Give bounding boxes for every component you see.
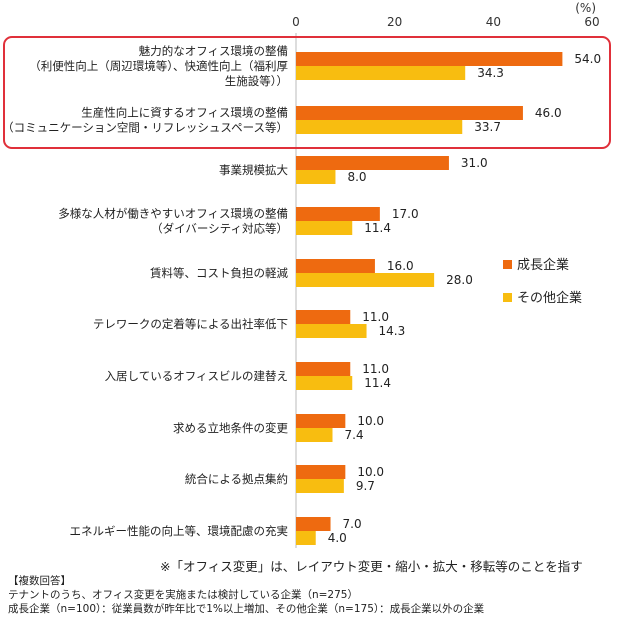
x-tick-label: 60 bbox=[584, 15, 599, 29]
bars: 54.0 46.0 31.0 17.0 16.0 11.0 11.0 10.0 10.0 7.0 3… bbox=[296, 52, 601, 545]
data-label: 33.7 bbox=[474, 120, 501, 134]
category-labels: 魅力的なオフィス環境の整備（利便性向上（周辺環境等）、快適性向上（福利厚生施設等… bbox=[2, 44, 288, 538]
bar-other bbox=[296, 324, 367, 338]
category-label: 事業規模拡大 bbox=[219, 163, 288, 177]
data-label: 46.0 bbox=[535, 106, 562, 120]
data-label: 17.0 bbox=[392, 207, 419, 221]
bar-growth bbox=[296, 310, 351, 324]
bar-growth bbox=[296, 207, 380, 221]
footer-line-2: テナントのうち、オフィス変更を実施または検討している企業（n=275） bbox=[8, 589, 358, 601]
data-label: 28.0 bbox=[446, 273, 473, 287]
data-label: 10.0 bbox=[357, 414, 384, 428]
chart-note: ※「オフィス変更」は、レイアウト変更・縮小・拡大・移転等のことを指す bbox=[160, 559, 583, 574]
category-label: （ダイバーシティ対応等） bbox=[151, 222, 288, 236]
footer-line-3: 成長企業（n=100）：従業員数が昨年比で1%以上増加、その他企業（n=175）… bbox=[8, 603, 485, 615]
category-label: 多様な人材が働きやすいオフィス環境の整備 bbox=[58, 207, 288, 221]
data-label: 54.0 bbox=[574, 52, 601, 66]
data-label: 11.4 bbox=[364, 376, 391, 390]
bar-growth bbox=[296, 52, 563, 66]
bar-growth bbox=[296, 362, 351, 376]
bar-other bbox=[296, 428, 333, 442]
category-label: 生施設等）） bbox=[225, 74, 288, 88]
data-label: 9.7 bbox=[356, 479, 375, 493]
x-tick-label: 20 bbox=[387, 15, 402, 29]
highlight-rectangle bbox=[3, 36, 611, 149]
footer-line-1: 【複数回答】 bbox=[8, 575, 71, 587]
bar-growth bbox=[296, 106, 523, 120]
category-label: 生産性向上に資するオフィス環境の整備 bbox=[81, 106, 288, 120]
data-label: 16.0 bbox=[387, 259, 414, 273]
data-label: 8.0 bbox=[347, 170, 366, 184]
bar-other bbox=[296, 221, 353, 235]
x-tick-label: 40 bbox=[486, 15, 501, 29]
category-label: （利便性向上（周辺環境等）、快適性向上（福利厚 bbox=[29, 59, 288, 73]
bar-growth bbox=[296, 517, 331, 531]
x-axis: 0 20 40 60(%) bbox=[292, 1, 600, 548]
data-label: 11.0 bbox=[362, 362, 389, 376]
bar-other bbox=[296, 120, 463, 134]
bar-other bbox=[296, 273, 435, 287]
bar-other bbox=[296, 531, 316, 545]
category-label: 入居しているオフィスビルの建替え bbox=[105, 369, 288, 383]
data-label: 7.0 bbox=[343, 517, 362, 531]
bar-growth bbox=[296, 156, 449, 170]
category-label: 賃料等、コスト負担の軽減 bbox=[150, 266, 288, 280]
category-label: エネルギー性能の向上等、環境配慮の充実 bbox=[70, 524, 289, 538]
bar-other bbox=[296, 170, 336, 184]
bar-growth bbox=[296, 414, 346, 428]
category-label: 統合による拠点集約 bbox=[185, 472, 288, 486]
bar-other bbox=[296, 376, 353, 390]
category-label: （コミュニケーション空間・リフレッシュスペース等） bbox=[2, 121, 288, 135]
legend-swatch bbox=[503, 260, 512, 269]
unit-label: (%) bbox=[575, 1, 596, 15]
data-label: 11.0 bbox=[362, 310, 389, 324]
bar-growth bbox=[296, 259, 375, 273]
x-tick-label: 0 bbox=[292, 15, 300, 29]
legend-swatch bbox=[503, 293, 512, 302]
category-label: 魅力的なオフィス環境の整備 bbox=[139, 44, 288, 58]
bar-other bbox=[296, 66, 466, 80]
data-label: 14.3 bbox=[379, 324, 406, 338]
data-label: 34.3 bbox=[477, 66, 504, 80]
data-label: 11.4 bbox=[364, 221, 391, 235]
bar-growth bbox=[296, 465, 346, 479]
bar-other bbox=[296, 479, 344, 493]
highlight-box bbox=[3, 36, 611, 149]
legend-label: 成長企業 bbox=[517, 257, 569, 273]
data-label: 10.0 bbox=[357, 465, 384, 479]
category-label: 求める立地条件の変更 bbox=[173, 421, 288, 435]
legend-label: その他企業 bbox=[517, 290, 582, 306]
data-label: 31.0 bbox=[461, 156, 488, 170]
data-label: 4.0 bbox=[328, 531, 347, 545]
category-label: テレワークの定着等による出社率低下 bbox=[93, 317, 288, 331]
data-label: 7.4 bbox=[345, 428, 364, 442]
